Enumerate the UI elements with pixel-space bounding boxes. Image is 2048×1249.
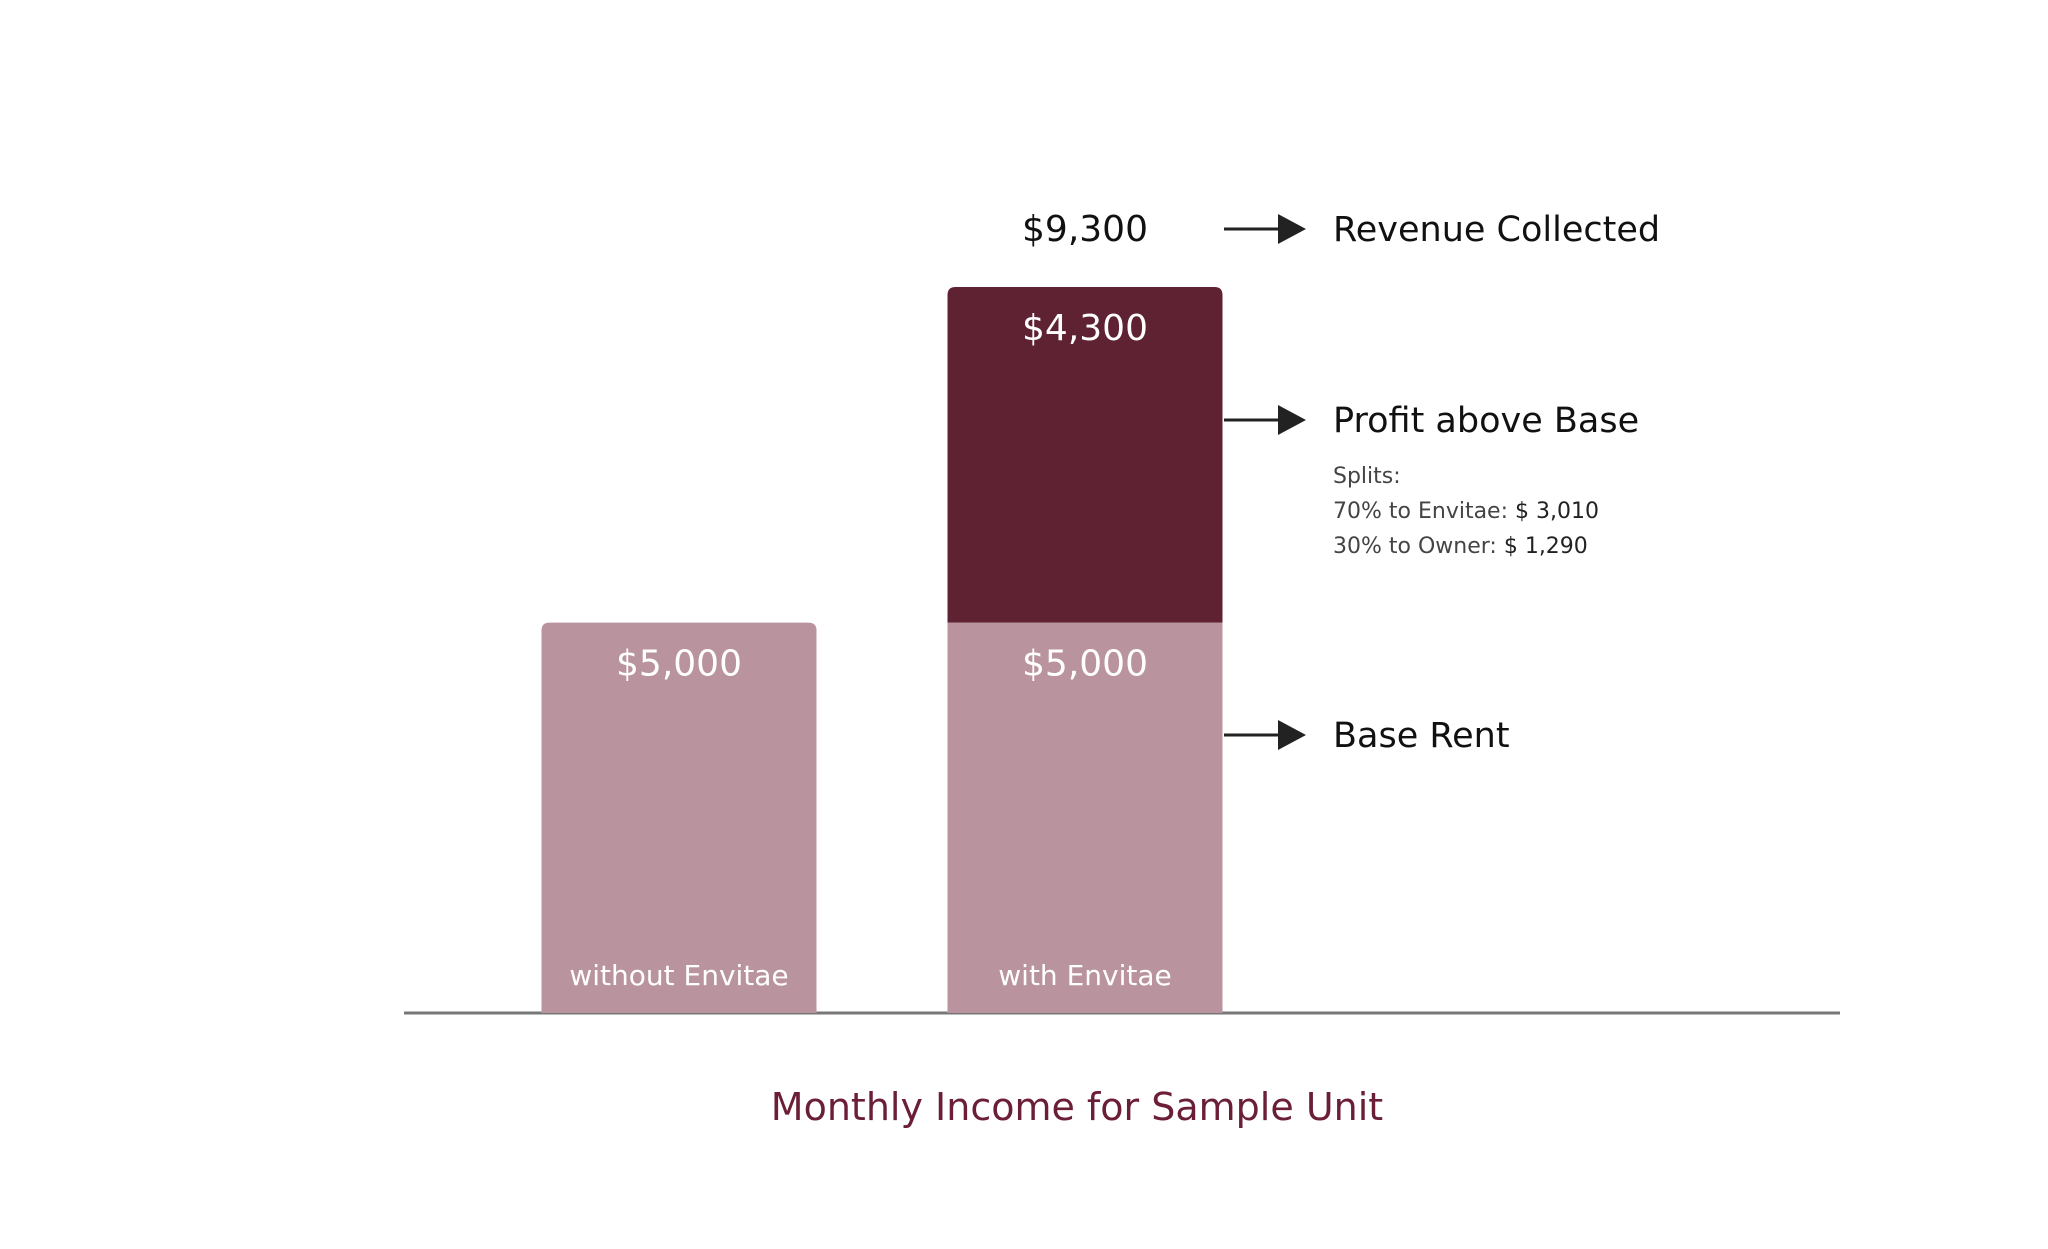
annotation-base-rent: Base Rent: [1333, 716, 1510, 756]
value-label-with-envitae-profit: $4,300: [1022, 308, 1148, 349]
splits-owner-value: $ 1,290: [1504, 534, 1588, 559]
value-label-without-envitae-base: $5,000: [616, 644, 742, 685]
value-label-with-envitae-base: $5,000: [1022, 644, 1148, 685]
bar-with-envitae-base-rent: [947, 622, 1223, 1013]
splits-owner-line: 30% to Owner: $ 1,290: [1333, 534, 1588, 559]
arrow-revenue-icon: [1224, 214, 1306, 244]
splits-envitae-prefix: 70% to Envitae:: [1333, 499, 1515, 524]
splits-owner-prefix: 30% to Owner:: [1333, 534, 1504, 559]
total-value-label: $9,300: [1022, 209, 1148, 250]
bar-with-envitae-profit: [947, 287, 1223, 623]
splits-envitae-value: $ 3,010: [1515, 499, 1599, 524]
annotation-profit-above-base: Profit above Base: [1333, 401, 1639, 441]
category-label-without-envitae: without Envitae: [569, 959, 788, 992]
category-label-with-envitae: with Envitae: [998, 959, 1171, 992]
arrow-base-icon: [1224, 720, 1306, 750]
annotation-revenue-collected: Revenue Collected: [1333, 210, 1660, 250]
splits-envitae-line: 70% to Envitae: $ 3,010: [1333, 499, 1599, 524]
bar-without-envitae-base-rent-shape: [541, 622, 817, 1013]
arrow-profit-icon: [1224, 405, 1306, 435]
splits-heading: Splits:: [1333, 464, 1401, 489]
chart-title: Monthly Income for Sample Unit: [771, 1085, 1383, 1129]
